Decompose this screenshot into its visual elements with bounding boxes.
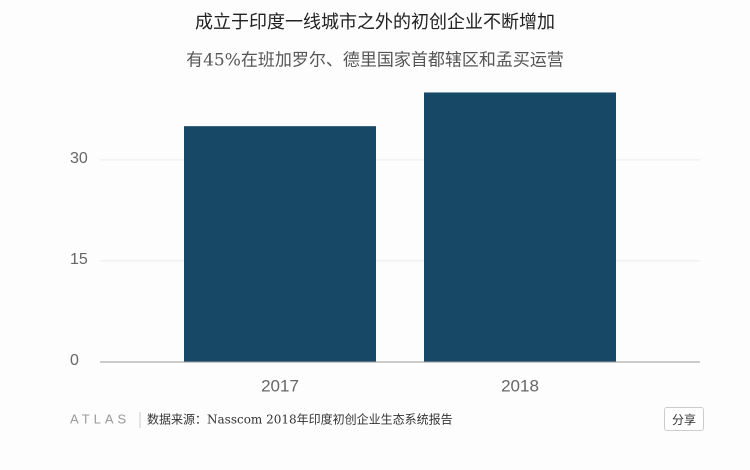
logo: ATLAS — [70, 411, 130, 426]
chart-subtitle: 有45%在班加罗尔、德里国家首都辖区和孟买运营 — [186, 51, 564, 71]
y-tick-label: 0 — [70, 352, 79, 369]
chart-title: 成立于印度一线城市之外的初创企业不断增加 — [195, 12, 555, 33]
share-button[interactable]: 分享 — [664, 407, 704, 431]
y-tick-label: 30 — [70, 150, 88, 167]
x-tick-label: 2018 — [501, 376, 539, 395]
source: 数据来源：Nasscom 2018年印度初创企业生态系统报告 — [147, 412, 453, 427]
x-tick-label: 2017 — [261, 376, 299, 395]
y-tick-label: 15 — [70, 251, 88, 268]
bar — [184, 126, 376, 363]
bar — [424, 92, 616, 362]
